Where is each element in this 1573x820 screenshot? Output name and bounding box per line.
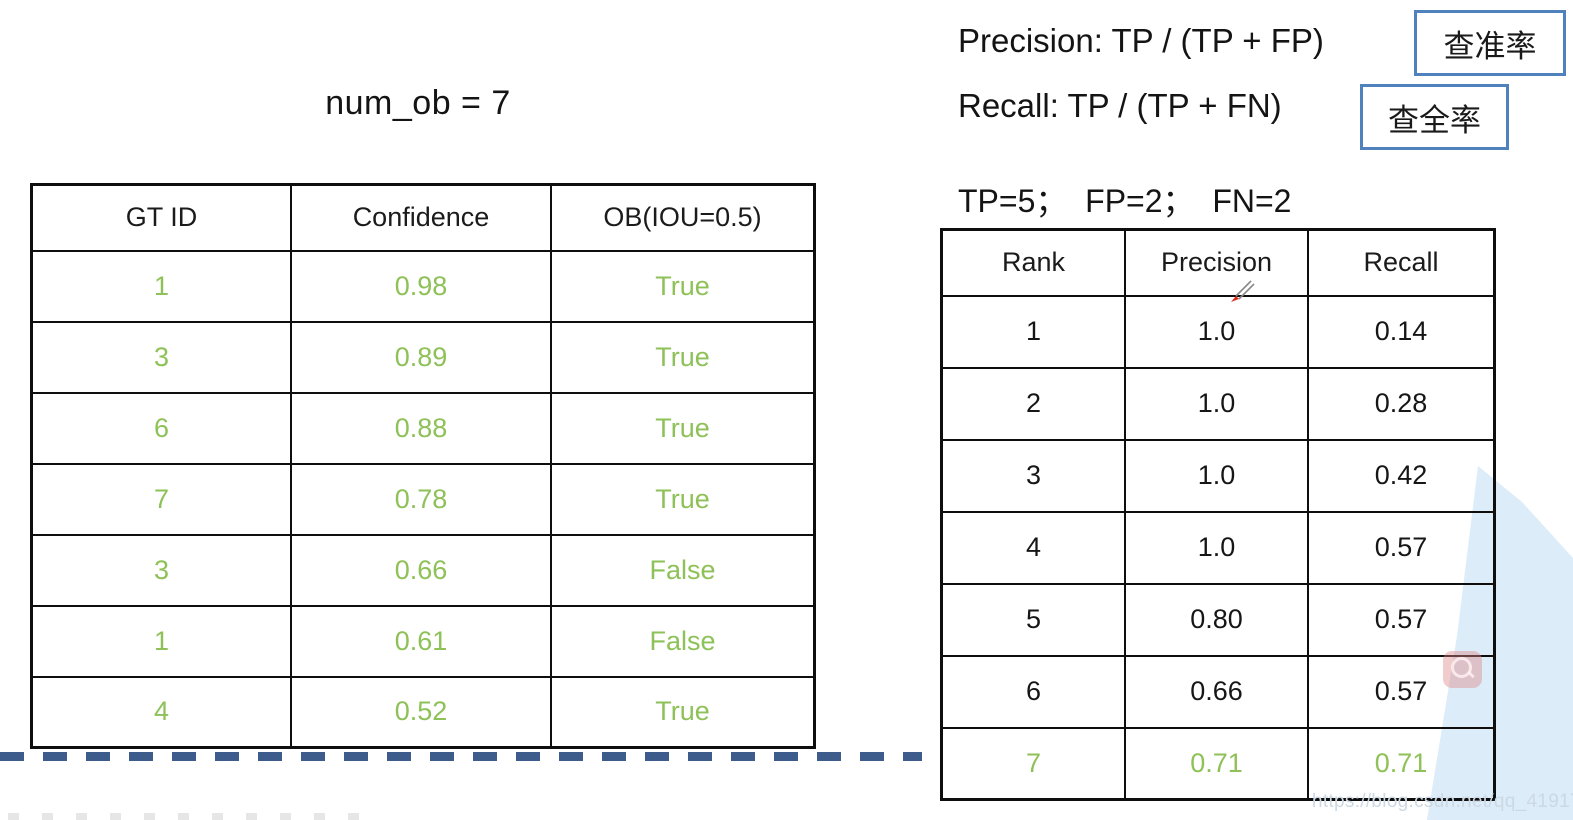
cell-ob: True xyxy=(550,462,816,536)
cell-rank: 6 xyxy=(940,654,1126,729)
cell-precision: 1.0 xyxy=(1124,438,1309,513)
recall-formula: Recall: TP / (TP + FN) xyxy=(958,87,1282,124)
cell-recall: 0.42 xyxy=(1307,438,1496,513)
cell-confidence: 0.52 xyxy=(290,675,552,749)
cell-ob: True xyxy=(550,320,816,394)
cell-recall: 0.14 xyxy=(1307,294,1496,369)
table-row: 6 0.66 0.57 xyxy=(940,654,1496,729)
cell-gt-id: 1 xyxy=(30,604,292,678)
header-gt-id: GT ID xyxy=(30,183,292,252)
cell-precision: 1.0 xyxy=(1124,366,1309,441)
magnifier-icon[interactable] xyxy=(1443,651,1482,688)
cell-precision: 0.80 xyxy=(1124,582,1309,657)
table-row: 4 1.0 0.57 xyxy=(940,510,1496,585)
table-row: 1 0.61 False xyxy=(30,604,816,678)
cell-rank: 1 xyxy=(940,294,1126,369)
table-header-row: GT ID Confidence OB(IOU=0.5) xyxy=(30,183,816,252)
cell-confidence: 0.61 xyxy=(290,604,552,678)
precision-formula: Precision: TP / (TP + FP) xyxy=(958,22,1324,59)
table-row: 3 0.66 False xyxy=(30,533,816,607)
cell-gt-id: 1 xyxy=(30,249,292,323)
cell-ob: True xyxy=(550,249,816,323)
cell-precision: 1.0 xyxy=(1124,510,1309,585)
recall-chinese-label: 查全率 xyxy=(1388,102,1481,138)
cell-gt-id: 3 xyxy=(30,533,292,607)
table-row: 7 0.78 True xyxy=(30,462,816,536)
cell-ob: False xyxy=(550,533,816,607)
precision-chinese-label-box: 查准率 xyxy=(1414,10,1566,76)
header-confidence: Confidence xyxy=(290,183,552,252)
table-row: 3 0.89 True xyxy=(30,320,816,394)
header-rank: Rank xyxy=(940,228,1126,297)
cell-recall: 0.57 xyxy=(1307,582,1496,657)
table-row-highlighted: 7 0.71 0.71 xyxy=(940,726,1496,801)
header-ob-iou: OB(IOU=0.5) xyxy=(550,183,816,252)
cell-confidence: 0.66 xyxy=(290,533,552,607)
table-row: 2 1.0 0.28 xyxy=(940,366,1496,441)
num-ob-title: num_ob = 7 xyxy=(325,84,511,122)
cell-recall: 0.57 xyxy=(1307,510,1496,585)
cropped-text-remnant xyxy=(8,813,380,820)
recall-chinese-label-box: 查全率 xyxy=(1360,84,1509,150)
cell-ob: False xyxy=(550,604,816,678)
cell-confidence: 0.78 xyxy=(290,462,552,536)
cell-confidence: 0.98 xyxy=(290,249,552,323)
pen-cursor-icon xyxy=(1231,280,1255,302)
header-recall: Recall xyxy=(1307,228,1496,297)
table-row: 5 0.80 0.57 xyxy=(940,582,1496,657)
cell-rank: 2 xyxy=(940,366,1126,441)
cell-gt-id: 6 xyxy=(30,391,292,465)
cell-precision: 1.0 xyxy=(1124,294,1309,369)
cell-rank: 3 xyxy=(940,438,1126,513)
table-row: 1 1.0 0.14 xyxy=(940,294,1496,369)
table-row: 4 0.52 True xyxy=(30,675,816,749)
table-row: 6 0.88 True xyxy=(30,391,816,465)
tp-fp-fn-counts: TP=5； FP=2； FN=2 xyxy=(958,183,1292,219)
cell-gt-id: 4 xyxy=(30,675,292,749)
cell-ob: True xyxy=(550,391,816,465)
header-precision: Precision xyxy=(1124,228,1309,297)
cell-recall: 0.71 xyxy=(1307,726,1496,801)
cell-ob: True xyxy=(550,675,816,749)
table-row: 1 0.98 True xyxy=(30,249,816,323)
cell-gt-id: 3 xyxy=(30,320,292,394)
cell-recall: 0.28 xyxy=(1307,366,1496,441)
cell-rank: 4 xyxy=(940,510,1126,585)
table-header-row: Rank Precision Recall xyxy=(940,228,1496,297)
cell-gt-id: 7 xyxy=(30,462,292,536)
cell-precision: 0.66 xyxy=(1124,654,1309,729)
magnifier-lens xyxy=(1451,657,1472,678)
cell-confidence: 0.89 xyxy=(290,320,552,394)
table-row: 3 1.0 0.42 xyxy=(940,438,1496,513)
detection-table: GT ID Confidence OB(IOU=0.5) 1 0.98 True… xyxy=(30,183,816,749)
cell-precision: 0.71 xyxy=(1124,726,1309,801)
threshold-dashed-line xyxy=(0,752,922,761)
magnifier-handle xyxy=(1467,670,1475,679)
precision-recall-table: Rank Precision Recall 1 1.0 0.14 2 1.0 0… xyxy=(940,228,1496,801)
cell-confidence: 0.88 xyxy=(290,391,552,465)
precision-chinese-label: 查准率 xyxy=(1443,28,1537,64)
cell-rank: 5 xyxy=(940,582,1126,657)
cell-rank: 7 xyxy=(940,726,1126,801)
watermark-url: https://blog.csdn.net/qq_41917697 xyxy=(1312,791,1573,812)
